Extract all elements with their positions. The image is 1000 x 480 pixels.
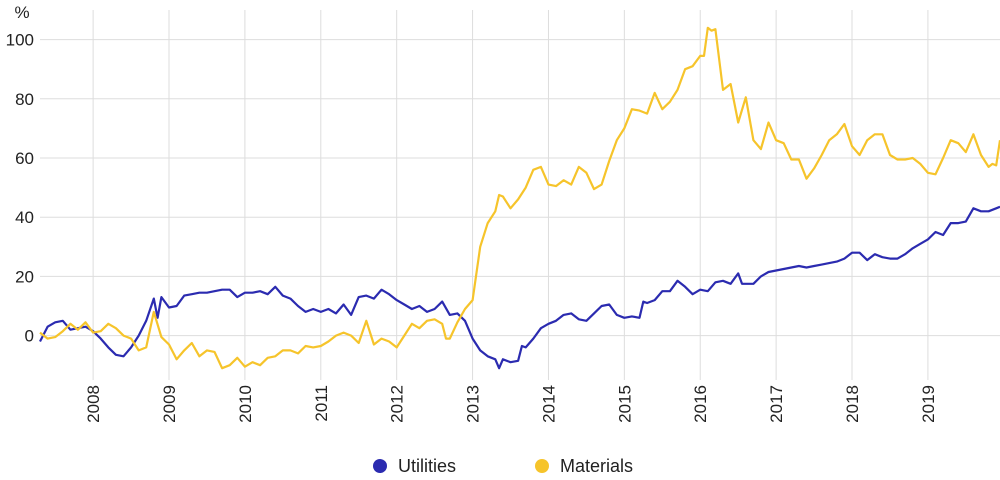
x-tick-label: 2009 xyxy=(160,385,179,423)
y-tick-label: 40 xyxy=(15,208,34,227)
x-tick-label: 2013 xyxy=(464,385,483,423)
series-lines xyxy=(39,26,1000,370)
y-tick-label: 80 xyxy=(15,90,34,109)
x-tick-label: 2012 xyxy=(388,385,407,423)
x-tick-label: 2014 xyxy=(539,385,558,423)
x-tick-label: 2017 xyxy=(767,385,786,423)
y-tick-label: 60 xyxy=(15,149,34,168)
x-tick-label: 2016 xyxy=(691,385,710,423)
x-tick-label: 2008 xyxy=(84,385,103,423)
y-tick-label: 20 xyxy=(15,267,34,286)
legend-item-materials: Materials xyxy=(535,456,633,476)
legend-item-utilities: Utilities xyxy=(373,456,456,476)
legend: Utilities Materials xyxy=(373,456,633,476)
y-tick-label: 0 xyxy=(25,327,34,346)
legend-marker-materials xyxy=(535,459,549,473)
x-tick-label: 2019 xyxy=(919,385,938,423)
y-axis-unit-label: % xyxy=(14,3,29,22)
x-tick-label: 2010 xyxy=(236,385,255,423)
legend-label-materials: Materials xyxy=(560,456,633,476)
series-line-utilities xyxy=(39,205,1000,370)
legend-label-utilities: Utilities xyxy=(398,456,456,476)
y-tick-label: 100 xyxy=(6,31,34,50)
legend-marker-utilities xyxy=(373,459,387,473)
x-tick-label: 2018 xyxy=(843,385,862,423)
x-axis-ticks: 2008 2009 2010 2011 2012 2013 2014 2015 2016 2017… xyxy=(84,385,938,423)
x-tick-label: 2015 xyxy=(615,385,634,423)
y-axis-ticks: 0 20 40 60 80 100 xyxy=(6,31,34,346)
x-tick-label: 2011 xyxy=(312,385,331,422)
series-line-materials xyxy=(39,26,1000,370)
